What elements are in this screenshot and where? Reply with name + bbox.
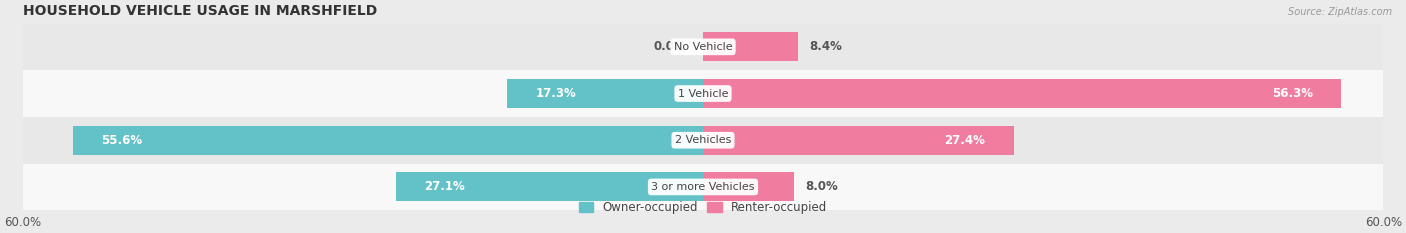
Text: 27.4%: 27.4% xyxy=(945,134,986,147)
Bar xyxy=(73,126,703,155)
Text: 17.3%: 17.3% xyxy=(536,87,576,100)
Bar xyxy=(506,79,703,108)
Bar xyxy=(703,172,794,201)
Legend: Owner-occupied, Renter-occupied: Owner-occupied, Renter-occupied xyxy=(579,201,827,214)
Bar xyxy=(22,117,1384,164)
Text: Source: ZipAtlas.com: Source: ZipAtlas.com xyxy=(1288,7,1392,17)
Text: HOUSEHOLD VEHICLE USAGE IN MARSHFIELD: HOUSEHOLD VEHICLE USAGE IN MARSHFIELD xyxy=(22,4,377,18)
Bar xyxy=(703,79,1341,108)
Text: 3 or more Vehicles: 3 or more Vehicles xyxy=(651,182,755,192)
Text: 8.0%: 8.0% xyxy=(806,180,838,193)
Bar xyxy=(395,172,703,201)
Bar xyxy=(22,70,1384,117)
Bar xyxy=(22,24,1384,70)
Bar xyxy=(22,164,1384,210)
Text: 0.0%: 0.0% xyxy=(654,40,686,53)
Bar xyxy=(703,32,799,61)
Text: 8.4%: 8.4% xyxy=(810,40,842,53)
Text: 27.1%: 27.1% xyxy=(425,180,465,193)
Text: 1 Vehicle: 1 Vehicle xyxy=(678,89,728,99)
Text: 56.3%: 56.3% xyxy=(1272,87,1313,100)
Bar xyxy=(703,126,1014,155)
Text: 2 Vehicles: 2 Vehicles xyxy=(675,135,731,145)
Text: No Vehicle: No Vehicle xyxy=(673,42,733,52)
Text: 55.6%: 55.6% xyxy=(101,134,142,147)
